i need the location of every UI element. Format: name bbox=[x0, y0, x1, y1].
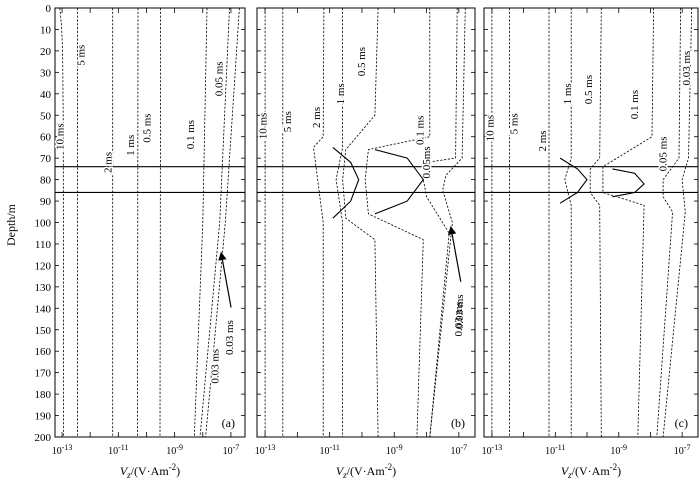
anomaly-curve bbox=[374, 149, 424, 215]
y-tick-label: 160 bbox=[35, 346, 52, 358]
annotation-label: 0.03 ms bbox=[224, 320, 236, 355]
series-curve bbox=[422, 7, 458, 438]
curve-label: 10 ms bbox=[54, 123, 66, 150]
curve-label: 0.05ms bbox=[421, 146, 433, 178]
y-tick-label: 0 bbox=[46, 3, 52, 15]
series-curve bbox=[193, 7, 208, 438]
panel-b: 10-13 10-11 10-9 10-7 10 ms 5 ms 2 ms 1 ms 0.5 m… bbox=[255, 7, 476, 480]
curve-label: 0.05 ms bbox=[213, 61, 225, 96]
x-tick-label: 10-13 bbox=[255, 443, 276, 457]
curve-label: 0.1 ms bbox=[414, 116, 426, 145]
x-tick-label: 10-13 bbox=[482, 443, 503, 457]
series-curve bbox=[602, 7, 654, 438]
y-tick-label: 200 bbox=[35, 432, 52, 444]
y-tick-label: 30 bbox=[40, 67, 52, 79]
panel-a: 10-13 10-11 10-9 10-7 10 ms 5 ms 2 ms 1 ms 0.5 m… bbox=[52, 7, 246, 480]
y-tick-label: 10 bbox=[40, 25, 52, 37]
y-tick-label: 90 bbox=[40, 196, 52, 208]
curve-label: 10 ms bbox=[258, 113, 270, 140]
curve-label: 10 ms bbox=[485, 115, 497, 142]
panel-label: (a) bbox=[222, 416, 235, 430]
x-tick-label: 10-7 bbox=[674, 443, 691, 457]
x-axis-title: Vz/(V·Am-2) bbox=[561, 462, 621, 480]
y-tick-label: 50 bbox=[40, 110, 52, 122]
y-tick-label: 60 bbox=[40, 132, 52, 144]
y-axis-ticks: 0 10 20 30 40 50 60 70 80 90 100 110 120 130 140 150 160… bbox=[35, 3, 52, 444]
y-tick-label: 120 bbox=[35, 260, 52, 272]
series-curve bbox=[59, 7, 64, 437]
y-tick-label: 150 bbox=[35, 325, 52, 337]
y-tick-label: 70 bbox=[40, 153, 52, 165]
y-tick-label: 110 bbox=[35, 239, 52, 251]
curve-label: 2 ms bbox=[102, 152, 114, 173]
annotation-arrow bbox=[447, 225, 462, 282]
y-tick-label: 180 bbox=[35, 389, 52, 401]
series-curve bbox=[159, 7, 161, 438]
x-tick-label: 10-9 bbox=[386, 443, 403, 457]
curve-label: 0.5 ms bbox=[142, 113, 154, 142]
series-curve bbox=[429, 7, 466, 438]
anomaly-curve bbox=[332, 146, 360, 219]
x-tick-label: 10-11 bbox=[108, 443, 128, 457]
y-axis-label: Depth/m bbox=[4, 203, 18, 246]
series-curve bbox=[137, 7, 139, 438]
curve-label: 2 ms bbox=[537, 130, 549, 151]
series-curve bbox=[564, 8, 572, 437]
curve-label: 2 ms bbox=[311, 107, 323, 128]
series-curve bbox=[656, 7, 681, 438]
anomaly-curve bbox=[612, 168, 645, 198]
panel-frame bbox=[483, 7, 699, 438]
curve-label: 0.03 ms bbox=[209, 349, 221, 384]
y-tick-label: 130 bbox=[35, 282, 52, 294]
series-curve bbox=[364, 8, 431, 438]
curve-label: 0.03 ms bbox=[681, 51, 693, 86]
curve-label: 0.05 ms bbox=[657, 136, 669, 171]
y-tick-label: 140 bbox=[35, 303, 52, 315]
y-tick-label: 80 bbox=[40, 175, 52, 187]
curve-label: 5 ms bbox=[282, 111, 294, 132]
series-curve bbox=[199, 7, 230, 438]
curve-label: 1 ms bbox=[335, 83, 347, 104]
curve-label: 0.1 ms bbox=[185, 120, 197, 149]
y-tick-label: 20 bbox=[40, 46, 52, 58]
panel-c: 10-13 10-11 10-9 10-7 10 ms 5 ms 2 ms 1 ms 0.5 m… bbox=[482, 7, 699, 480]
x-tick-label: 10-13 bbox=[52, 443, 73, 457]
y-axis-title: Depth/m bbox=[4, 203, 18, 246]
curve-label: 0.1 ms bbox=[629, 90, 641, 119]
series-curve bbox=[335, 8, 343, 437]
y-tick-label: 40 bbox=[40, 89, 52, 101]
x-tick-label: 10-11 bbox=[319, 443, 339, 457]
x-tick-label: 10-7 bbox=[223, 443, 240, 457]
y-tick-label: 100 bbox=[35, 218, 52, 230]
x-axis-title: Vz/(V·Am-2) bbox=[336, 462, 396, 480]
annotation-arrow bbox=[218, 251, 232, 308]
panel-label: (b) bbox=[451, 416, 465, 430]
series-curve bbox=[313, 7, 325, 437]
series-curve bbox=[589, 7, 602, 438]
x-axis-title: Vz/(V·Am-2) bbox=[120, 462, 180, 480]
curve-label: 0.5 ms bbox=[583, 75, 595, 104]
x-tick-label: 10-9 bbox=[166, 443, 183, 457]
series-curve bbox=[205, 7, 240, 438]
anomaly-curve bbox=[559, 157, 588, 204]
y-tick-label: 170 bbox=[35, 368, 52, 380]
x-tick-label: 10-9 bbox=[610, 443, 627, 457]
curve-label: 5 ms bbox=[76, 45, 88, 66]
annotation-label: 0.03 ms bbox=[454, 294, 466, 329]
curve-label: 0.03 ms bbox=[453, 302, 465, 337]
series-curve bbox=[342, 7, 379, 438]
x-tick-label: 10-11 bbox=[545, 443, 565, 457]
x-tick-label: 10-7 bbox=[451, 443, 468, 457]
y-tick-label: 190 bbox=[35, 411, 52, 423]
curve-label: 5 ms bbox=[508, 113, 520, 134]
curve-label: 0.5 ms bbox=[356, 47, 368, 76]
curve-label: 1 ms bbox=[562, 83, 574, 104]
curve-label: 1 ms bbox=[125, 135, 137, 156]
series-curve bbox=[662, 7, 693, 438]
panel-label: (c) bbox=[675, 416, 688, 430]
